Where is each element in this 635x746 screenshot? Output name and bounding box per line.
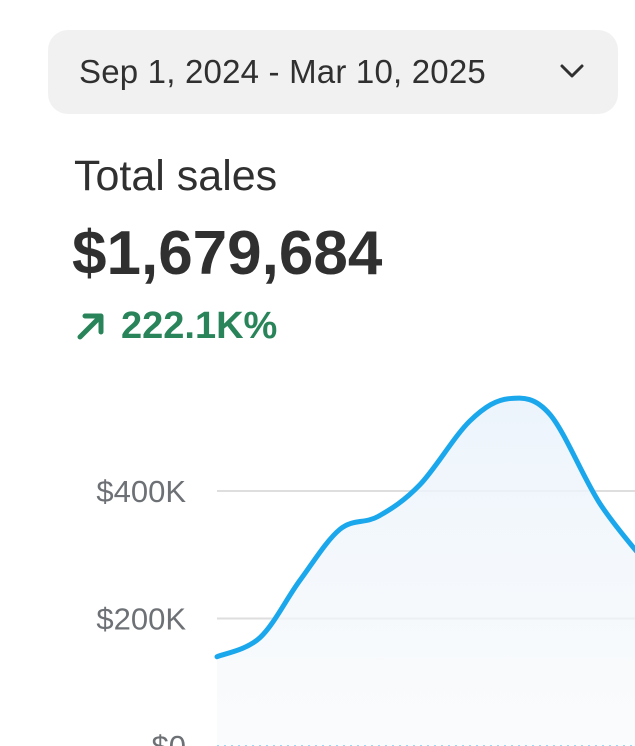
y-tick-label: $200K [96, 602, 186, 637]
date-range-label: Sep 1, 2024 - Mar 10, 2025 [79, 53, 486, 90]
change-indicator: 222.1K% [74, 302, 277, 350]
metric-value: $1,679,684 [72, 219, 383, 288]
y-tick-label: $400K [96, 474, 186, 509]
date-range-picker[interactable]: Sep 1, 2024 - Mar 10, 2025 [48, 30, 618, 114]
chevron-down-icon[interactable] [558, 62, 586, 82]
y-tick-label: $0 [152, 729, 186, 746]
sales-area-fill [217, 398, 635, 746]
metric-title: Total sales [74, 152, 278, 200]
sales-series-line [214, 395, 635, 660]
change-value: 222.1K% [121, 304, 278, 347]
arrow-up-right-icon [77, 313, 104, 340]
